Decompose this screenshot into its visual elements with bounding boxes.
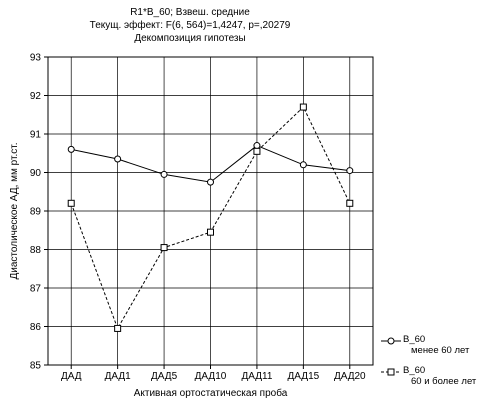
series-2-point bbox=[114, 324, 122, 332]
series-2-point bbox=[67, 199, 75, 207]
x-tick-label: ДАД11 bbox=[241, 371, 272, 382]
series-2-point bbox=[207, 228, 214, 236]
y-tick-label: 85 bbox=[30, 361, 42, 372]
series-1-point bbox=[114, 155, 122, 163]
series-1-point bbox=[253, 142, 261, 150]
legend-series-2-name: B_60 bbox=[403, 365, 426, 376]
y-tick-label: 89 bbox=[30, 207, 42, 218]
x-axis-label: Активная ортостатическая проба bbox=[134, 387, 288, 399]
y-tick-label: 90 bbox=[30, 168, 42, 179]
y-axis-label: Диастолическое АД, мм рт.ст. bbox=[9, 142, 20, 279]
series-2-point bbox=[346, 199, 354, 207]
chart-subtitle: Текущ. эффект: F(6, 564)=1,4247, p=,2027… bbox=[89, 20, 291, 31]
legend-series-2-sublabel: 60 и более лет bbox=[411, 376, 477, 387]
legend-series-2-marker bbox=[387, 368, 395, 376]
series-1-point bbox=[160, 170, 168, 178]
series-1-point bbox=[299, 161, 307, 169]
y-tick-label: 87 bbox=[30, 284, 42, 295]
series-1-point bbox=[207, 178, 214, 186]
series-1-point bbox=[67, 145, 75, 153]
x-tick-label: ДАД1 bbox=[105, 371, 132, 382]
series-2-point bbox=[253, 147, 261, 155]
y-tick-label: 92 bbox=[30, 91, 42, 102]
series-1-point bbox=[346, 167, 354, 175]
legend-series-1-marker bbox=[387, 337, 395, 345]
y-tick-label: 93 bbox=[30, 53, 42, 64]
series-1 bbox=[67, 142, 354, 186]
x-tick-label: ДАД15 bbox=[288, 371, 320, 382]
legend-series-1-sublabel: менее 60 лет bbox=[411, 345, 470, 356]
series-2 bbox=[67, 103, 354, 332]
x-tick-label: ДАД10 bbox=[195, 371, 227, 382]
chart-subtitle-hypothesis: Декомпозиция гипотезы bbox=[134, 33, 246, 44]
y-tick-label: 88 bbox=[30, 245, 42, 256]
x-tick-label: ДАД5 bbox=[151, 371, 178, 382]
series-2-point bbox=[299, 103, 307, 111]
y-tick-label: 91 bbox=[30, 130, 42, 141]
legend-series-1-name: B_60 bbox=[403, 334, 426, 345]
x-tick-label: ДАД bbox=[61, 371, 82, 382]
series-2-point bbox=[160, 244, 168, 252]
x-tick-label: ДАД20 bbox=[334, 371, 366, 382]
chart-title: R1*B_60; Взвеш. средние bbox=[130, 7, 250, 18]
y-tick-label: 86 bbox=[30, 322, 42, 333]
